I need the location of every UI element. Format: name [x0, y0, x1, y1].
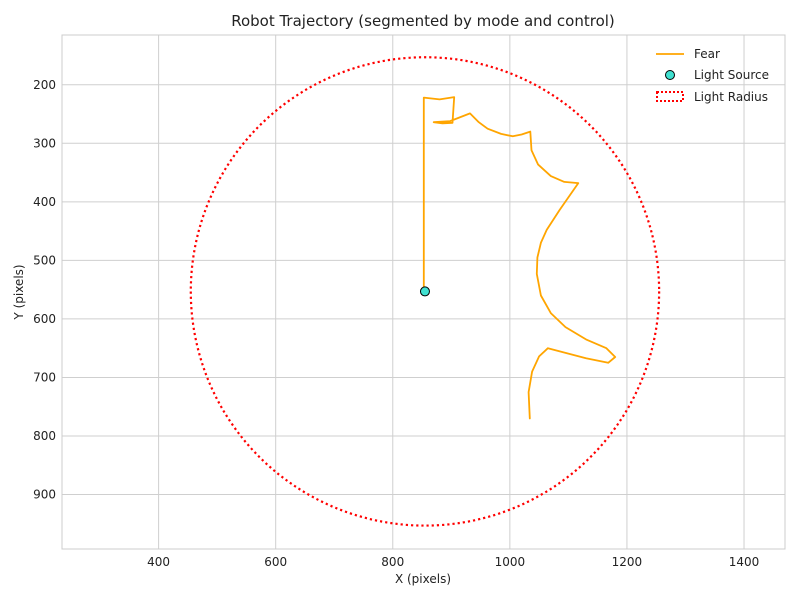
- x-tick-label: 800: [381, 555, 404, 569]
- grid-lines: [62, 35, 785, 549]
- tick-labels: 400 600 800 1000 1200 1400 200 300 400 500 600 700 8…: [33, 78, 759, 569]
- legend-label-light-source: Light Source: [694, 68, 769, 82]
- y-tick-label: 800: [33, 429, 56, 443]
- fear-trajectory-line: [422, 96, 617, 420]
- y-tick-label: 500: [33, 253, 56, 267]
- x-tick-label: 600: [264, 555, 287, 569]
- plot-frame: [61, 34, 786, 550]
- y-tick-label: 700: [33, 370, 56, 384]
- y-tick-label: 300: [33, 136, 56, 150]
- legend-swatch-light-source: [665, 70, 675, 80]
- x-tick-label: 1000: [495, 555, 526, 569]
- legend-swatch-light-radius: [656, 91, 684, 102]
- legend: Fear Light Source Light Radius: [656, 47, 769, 104]
- y-tick-label: 200: [33, 78, 56, 92]
- y-axis-label: Y (pixels): [12, 264, 26, 320]
- x-tick-label: 1400: [729, 555, 760, 569]
- x-tick-label: 400: [147, 555, 170, 569]
- light-radius-circle: [189, 56, 661, 527]
- y-tick-label: 400: [33, 195, 56, 209]
- light-source-marker: [419, 286, 430, 297]
- data-layer: [189, 56, 661, 527]
- y-tick-label: 900: [33, 488, 56, 502]
- y-tick-label: 600: [33, 312, 56, 326]
- x-axis-label: X (pixels): [395, 572, 451, 586]
- chart-title: Robot Trajectory (segmented by mode and …: [231, 12, 615, 30]
- legend-label-light-radius: Light Radius: [694, 90, 768, 104]
- x-tick-label: 1200: [612, 555, 643, 569]
- legend-label-fear: Fear: [694, 47, 720, 61]
